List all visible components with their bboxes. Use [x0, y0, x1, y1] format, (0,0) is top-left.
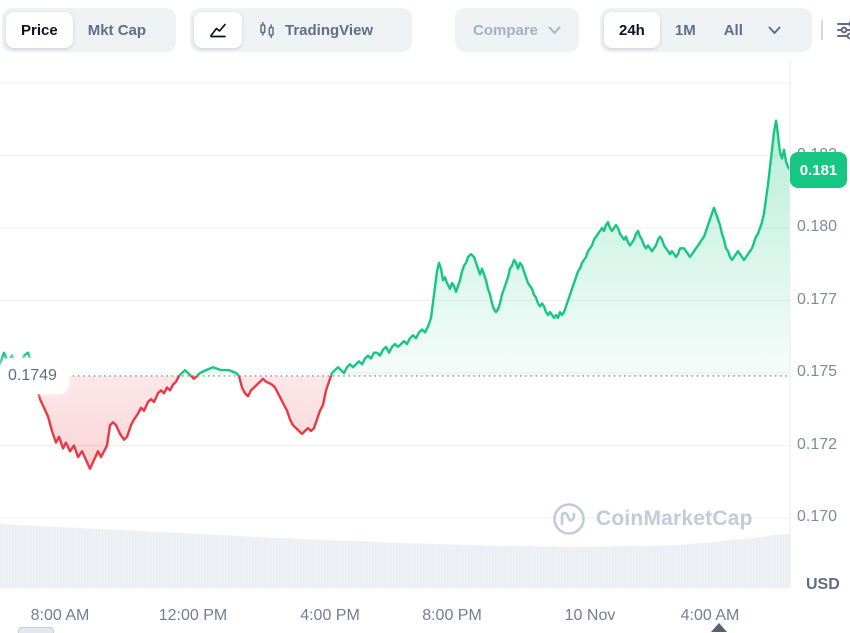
- price-line-up: [0, 119, 790, 376]
- price-area-up: [0, 120, 790, 376]
- chart-scrollbar-handle[interactable]: [18, 627, 54, 633]
- chart-type-toggle: TradingView: [190, 8, 412, 52]
- volume-area: [0, 524, 790, 588]
- price-area-down: [0, 375, 790, 469]
- previous-close-label: 0.1749: [0, 357, 69, 394]
- range-more-button[interactable]: [758, 12, 791, 48]
- y-axis-label: 0.177: [797, 290, 838, 308]
- price-line-down: [32, 375, 333, 470]
- current-price-badge: 0.181: [790, 152, 847, 188]
- gridlines: [0, 82, 790, 519]
- line-chart-mode-button[interactable]: [194, 12, 242, 48]
- y-axis-label: 0.180: [797, 218, 838, 235]
- x-axis-label: 4:00 PM: [300, 607, 360, 624]
- y-axis-label: 0.175: [797, 363, 838, 380]
- watermark: CoinMarketCap: [552, 502, 753, 536]
- range-24h-button[interactable]: 24h: [604, 12, 660, 48]
- sliders-icon: [837, 21, 850, 40]
- coinmarketcap-logo-icon: [553, 503, 585, 535]
- x-axis-label: 10 Nov: [564, 607, 616, 624]
- chart-toolbar: Price Mkt Cap TradingView: [0, 0, 850, 60]
- range-all-button[interactable]: All: [711, 12, 756, 48]
- compare-button[interactable]: Compare: [455, 8, 580, 52]
- chevron-down-icon: [548, 26, 561, 34]
- chevron-down-icon: [768, 26, 781, 34]
- tradingview-mode-button[interactable]: TradingView: [244, 12, 386, 48]
- candlestick-icon: [260, 21, 274, 39]
- x-axis-label: 8:00 AM: [30, 607, 90, 624]
- y-axis-unit: USD: [806, 576, 840, 593]
- price-mktcap-toggle: Price Mkt Cap: [2, 8, 176, 52]
- tradingview-label: TradingView: [285, 21, 374, 39]
- chart-settings-button[interactable]: [835, 18, 850, 45]
- compare-label: Compare: [473, 21, 539, 39]
- range-1m-button[interactable]: 1M: [662, 12, 709, 48]
- toolbar-divider: [821, 20, 823, 40]
- x-axis-label: 8:00 PM: [422, 607, 482, 624]
- line-chart-icon: [210, 23, 226, 38]
- price-tab[interactable]: Price: [6, 12, 73, 48]
- time-marker-handle[interactable]: [711, 623, 727, 632]
- x-axis-label: 4:00 AM: [680, 607, 740, 624]
- mktcap-tab[interactable]: Mkt Cap: [75, 12, 159, 48]
- watermark-text: CoinMarketCap: [596, 507, 753, 530]
- time-range-toggle: 24h 1M All: [600, 8, 812, 52]
- x-axis-label: 12:00 PM: [158, 607, 228, 624]
- y-axis-label: 0.170: [797, 508, 838, 525]
- y-axis-label: 0.172: [797, 435, 838, 453]
